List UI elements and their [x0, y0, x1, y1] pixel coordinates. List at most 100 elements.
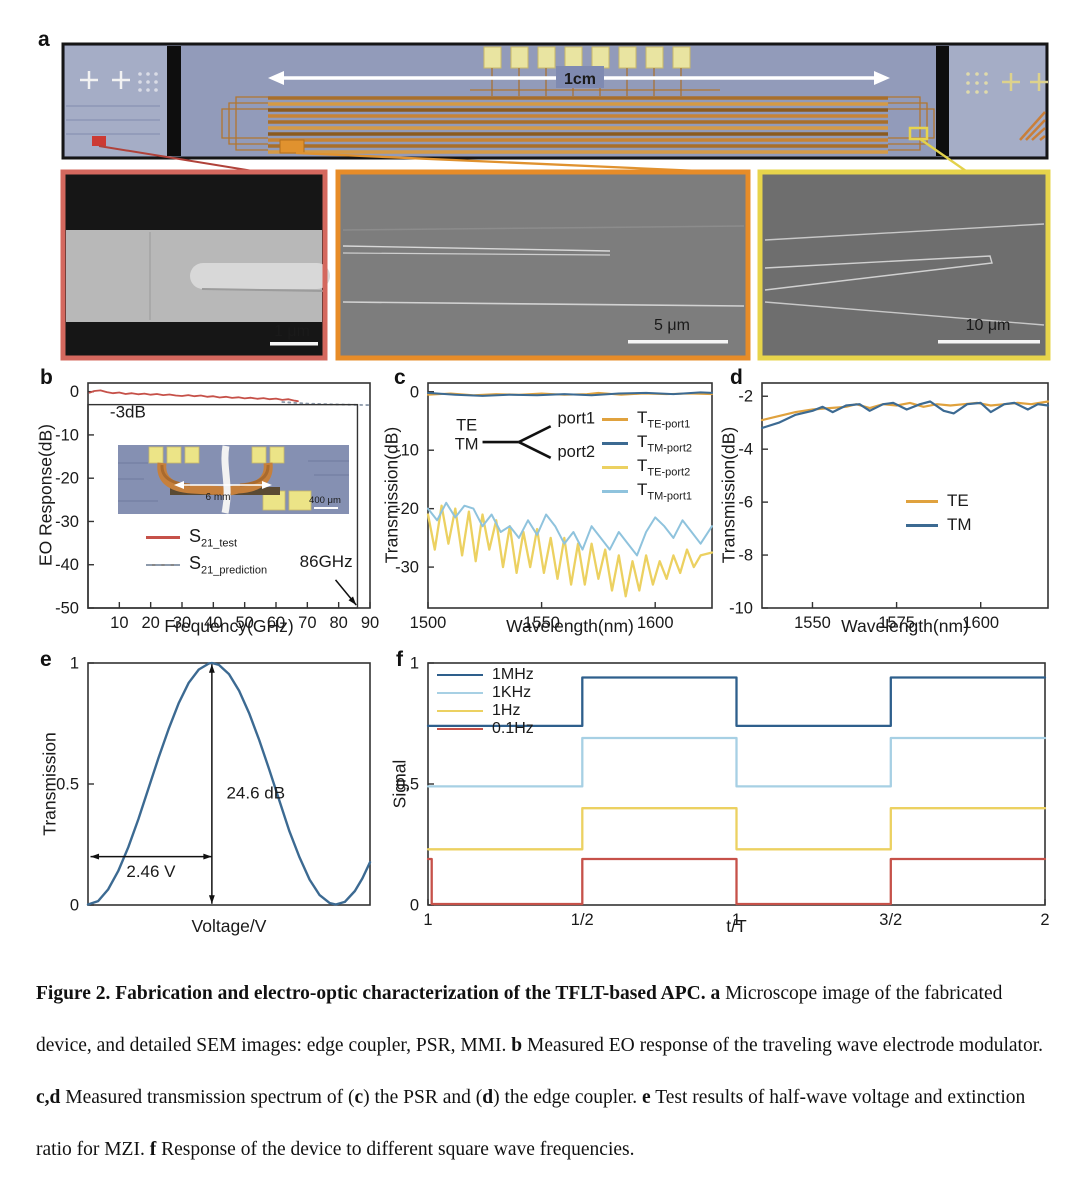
caption-segment: Response of the device to different squa… [156, 1138, 635, 1160]
legend-item: TTM-port1 [602, 479, 692, 503]
panel-label-d: d [730, 366, 743, 389]
svg-text:2.46 V: 2.46 V [126, 862, 176, 881]
chip-micrograph: 1cm [61, 42, 1049, 160]
chart-b-ylabel: EO Response(dB) [35, 423, 56, 567]
chart-e-half-wave-voltage: 0 0.5 1 24.6 dB 2.46 V [56, 655, 372, 915]
chart-f-ylabel: Signal [389, 759, 410, 809]
legend-item: S21_test [146, 524, 267, 551]
svg-text:1/2: 1/2 [571, 911, 594, 929]
svg-text:-8: -8 [738, 547, 753, 565]
chart-c-ylabel: Transmission(dB) [381, 426, 402, 564]
svg-text:-3dB: -3dB [110, 403, 146, 422]
caption-segment: Test results of half-wave voltage and ex… [36, 1086, 1026, 1160]
svg-text:1600: 1600 [962, 614, 999, 632]
svg-text:0: 0 [410, 897, 419, 915]
chart-f-xlabel: t/T [726, 916, 747, 936]
sem-image-edge-coupler: 1 μm [60, 169, 330, 361]
caption-segment: c,d [36, 1086, 61, 1108]
caption-segment: ) the PSR and ( [363, 1086, 483, 1108]
svg-text:0: 0 [70, 383, 79, 401]
svg-text:0: 0 [70, 897, 79, 915]
alignment-marks-right [966, 72, 988, 94]
callout-line-red [98, 145, 254, 172]
legend-b: S21_test S21_prediction [146, 524, 267, 578]
caption-segment: Measured transmission spectrum of ( [60, 1086, 355, 1108]
chart-d-edge-coupler-transmission: 1550 1575 1600 -2 -4 -6 -8 -10 [729, 382, 1050, 632]
svg-text:60: 60 [267, 614, 285, 632]
svg-text:86GHz: 86GHz [300, 552, 353, 571]
caption-segment: d [482, 1086, 494, 1108]
caption-segment: e [642, 1086, 651, 1108]
svg-text:20: 20 [141, 614, 159, 632]
panel-label-a: a [38, 28, 50, 51]
svg-text:-10: -10 [395, 442, 419, 460]
legend-swatch-s21-test [146, 536, 180, 539]
caption-segment: c [354, 1086, 364, 1108]
svg-text:1: 1 [423, 911, 432, 929]
svg-text:1550: 1550 [523, 614, 560, 632]
inset-length-arrow: 6 mm [174, 481, 272, 503]
inset-length-label: 6 mm [206, 492, 231, 503]
legend-swatch-tm [906, 523, 938, 527]
legend-item: S21_prediction [146, 551, 267, 578]
svg-text:-50: -50 [55, 600, 79, 618]
callout-line-orange [295, 151, 701, 173]
legend-f: 1MHz 1KHz 1Hz 0.1Hz [437, 666, 534, 738]
legend-swatch-te-port1 [602, 417, 628, 421]
figure-caption: Figure 2. Fabrication and electro-optic … [36, 968, 1046, 1176]
panel-label-f: f [396, 648, 403, 671]
svg-text:1550: 1550 [794, 614, 831, 632]
legend-swatch-01hz [437, 727, 483, 731]
sem-image-mmi: 10 μm [757, 169, 1051, 361]
sem-image-psr: 5 μm [335, 169, 751, 361]
legend-item: TTM-port2 [602, 431, 692, 455]
legend-item: TM [906, 513, 972, 537]
caption-segment: a [710, 982, 721, 1004]
svg-text:-20: -20 [55, 470, 79, 488]
chart-f-square-wave-response: 1 1/2 1 3/2 2 0 0.5 1 [396, 655, 1050, 930]
panel-label-c: c [394, 366, 406, 389]
svg-text:-10: -10 [55, 426, 79, 444]
legend-item: TE [906, 489, 972, 513]
svg-text:-10: -10 [729, 600, 753, 618]
caption-segment: ) the edge coupler. [493, 1086, 643, 1108]
caption-segment: Measured EO response of the traveling wa… [522, 1034, 1044, 1056]
svg-text:TM: TM [455, 436, 479, 454]
caption-segment: f [149, 1138, 157, 1160]
svg-text:50: 50 [235, 614, 253, 632]
svg-text:1500: 1500 [410, 614, 447, 632]
legend-item: TTE-port2 [602, 455, 692, 479]
dimension-label: 1cm [564, 71, 596, 88]
caption-segment: Microscope image of the fabricated devic… [36, 982, 1003, 1056]
legend-swatch-te [906, 499, 938, 503]
svg-text:0: 0 [410, 383, 419, 401]
legend-swatch-te-port2 [602, 465, 628, 469]
inset-scale-label: 400 μm [309, 495, 341, 506]
alignment-marks-left [80, 71, 130, 89]
svg-text:-2: -2 [738, 388, 753, 406]
legend-item: 1Hz [437, 702, 534, 720]
legend-item: 1MHz [437, 666, 534, 684]
panel-b-inset-micrograph: 6 mm 400 μm [118, 445, 349, 514]
waveguide-bundle [268, 96, 888, 154]
panel-label-e: e [40, 648, 52, 671]
marker-mmi [908, 126, 929, 141]
svg-text:-6: -6 [738, 494, 753, 512]
chart-c-psr-transmission: 1500 1550 1600 0 -10 -20 -30 TE TM port1 port2 [395, 382, 714, 632]
sem-scale-label-yellow: 10 μm [966, 317, 1011, 334]
panel-label-b: b [40, 366, 53, 389]
marker-edge-coupler [92, 136, 106, 146]
sem-scale-label-orange: 5 μm [654, 317, 690, 334]
legend-swatch-tm-port1 [602, 489, 628, 493]
dimension-arrow: 1cm [268, 66, 890, 88]
sem-scale-label-red: 1 μm [274, 323, 310, 340]
svg-text:70: 70 [298, 614, 316, 632]
svg-text:0.5: 0.5 [396, 776, 419, 794]
svg-text:-30: -30 [395, 559, 419, 577]
chart-e-ylabel: Transmission [39, 732, 60, 836]
legend-swatch-1hz [437, 709, 483, 713]
marker-psr [279, 139, 305, 154]
legend-item: 1KHz [437, 684, 534, 702]
svg-text:1: 1 [732, 911, 741, 929]
